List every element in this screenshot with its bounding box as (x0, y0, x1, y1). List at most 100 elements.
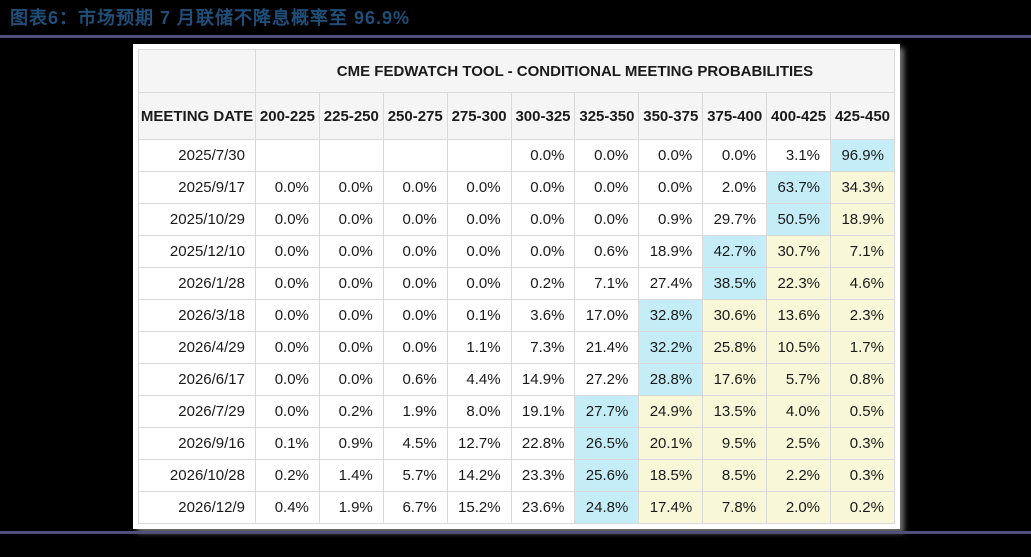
probability-cell: 0.0% (510, 235, 576, 268)
rate-range-header: 250-275 (382, 92, 448, 140)
probability-cell: 17.4% (638, 491, 704, 524)
probability-cell: 0.0% (255, 171, 320, 204)
probability-cell: 0.2% (318, 395, 384, 428)
table-row: 2026/1/28 0.0% 0.0% 0.0% 0.0% 0.2% 7.1% 27.4% 38… (138, 267, 895, 300)
probability-cell: 1.7% (830, 331, 895, 364)
table-title: CME FEDWATCH TOOL - CONDITIONAL MEETING … (255, 49, 895, 93)
rate-range-header: 325-350 (574, 92, 640, 140)
probability-cell: 0.0% (255, 267, 320, 300)
rate-range-header: 425-450 (830, 92, 895, 140)
fedwatch-table-card: CME FEDWATCH TOOL - CONDITIONAL MEETING … (133, 44, 900, 529)
probability-cell: 42.7% (702, 235, 768, 268)
probability-cell: 1.9% (382, 395, 448, 428)
probability-cell: 0.9% (638, 203, 704, 236)
probability-cell: 0.0% (255, 363, 320, 396)
rate-range-header: 400-425 (766, 92, 832, 140)
probability-cell: 14.2% (446, 459, 512, 492)
probability-cell: 5.7% (382, 459, 448, 492)
meeting-date-cell: 2025/10/29 (138, 203, 256, 236)
probability-cell: 24.9% (638, 395, 704, 428)
probability-cell: 2.0% (702, 171, 768, 204)
probability-cell: 4.6% (830, 267, 895, 300)
figure-title: 图表6：市场预期 7 月联储不降息概率至 96.9% (10, 8, 411, 28)
probability-cell: 28.8% (638, 363, 704, 396)
probability-cell: 0.0% (255, 331, 320, 364)
probability-cell: 23.6% (510, 491, 576, 524)
probability-cell: 18.9% (830, 203, 895, 236)
table-row: 2026/3/18 0.0% 0.0% 0.0% 0.1% 3.6% 17.0% 32.8% 3… (138, 299, 895, 332)
probability-cell: 0.0% (318, 203, 384, 236)
probability-cell: 0.0% (255, 395, 320, 428)
tool-title-row: CME FEDWATCH TOOL - CONDITIONAL MEETING … (138, 49, 895, 93)
probability-cell: 32.8% (638, 299, 704, 332)
meeting-date-cell: 2026/12/9 (138, 491, 256, 524)
table-row: 2026/10/28 0.2% 1.4% 5.7% 14.2% 23.3% 25.6% 18.… (138, 459, 895, 492)
table-row: 2026/9/16 0.1% 0.9% 4.5% 12.7% 22.8% 26.5% 20.1… (138, 427, 895, 460)
probability-cell: 0.0% (255, 299, 320, 332)
probability-cell: 0.0% (446, 171, 512, 204)
bottom-divider-line (0, 531, 1031, 534)
probability-cell: 27.7% (574, 395, 640, 428)
probability-cell: 0.0% (574, 139, 640, 172)
probability-cell: 29.7% (702, 203, 768, 236)
table-row: 2025/9/17 0.0% 0.0% 0.0% 0.0% 0.0% 0.0% 0.0% 2.0… (138, 171, 895, 204)
probability-cell: 0.0% (446, 235, 512, 268)
probability-cell: 0.0% (382, 171, 448, 204)
probability-cell: 25.8% (702, 331, 768, 364)
probability-cell: 34.3% (830, 171, 895, 204)
probability-cell: 0.2% (255, 459, 320, 492)
rate-range-header: 275-300 (446, 92, 512, 140)
probability-cell: 38.5% (702, 267, 768, 300)
probability-cell: 0.1% (255, 427, 320, 460)
probability-cell: 0.0% (255, 235, 320, 268)
meeting-date-cell: 2026/9/16 (138, 427, 256, 460)
rate-range-header: 350-375 (638, 92, 704, 140)
probability-cell: 0.0% (638, 171, 704, 204)
probability-cell: 0.2% (830, 491, 895, 524)
probability-cell: 0.0% (318, 171, 384, 204)
probability-cell (255, 139, 320, 172)
probability-cell: 30.6% (702, 299, 768, 332)
probability-cell: 18.9% (638, 235, 704, 268)
probability-cell: 8.0% (446, 395, 512, 428)
probability-cell: 4.5% (382, 427, 448, 460)
probability-cell: 96.9% (830, 139, 895, 172)
probability-cell: 26.5% (574, 427, 640, 460)
probability-cell: 6.7% (382, 491, 448, 524)
probability-cell: 22.3% (766, 267, 832, 300)
rate-range-header: 225-250 (318, 92, 384, 140)
probability-cell: 0.0% (510, 171, 576, 204)
probability-cell: 19.1% (510, 395, 576, 428)
probability-cell: 0.0% (318, 267, 384, 300)
probability-cell: 5.7% (766, 363, 832, 396)
probability-cell: 13.5% (702, 395, 768, 428)
probability-cell: 0.6% (382, 363, 448, 396)
probability-cell: 7.1% (574, 267, 640, 300)
probability-cell: 0.0% (382, 235, 448, 268)
meeting-date-cell: 2026/1/28 (138, 267, 256, 300)
probability-cell: 22.8% (510, 427, 576, 460)
probability-cell: 24.8% (574, 491, 640, 524)
probability-cell: 2.5% (766, 427, 832, 460)
probability-cell: 3.6% (510, 299, 576, 332)
probability-cell: 2.0% (766, 491, 832, 524)
table-row: 2025/12/10 0.0% 0.0% 0.0% 0.0% 0.0% 0.6% 18.9% 4… (138, 235, 895, 268)
probability-cell: 0.8% (830, 363, 895, 396)
probability-cell: 0.0% (446, 203, 512, 236)
table-row: 2026/12/9 0.4% 1.9% 6.7% 15.2% 23.6% 24.8% 17.4… (138, 491, 895, 524)
fedwatch-probabilities-table: CME FEDWATCH TOOL - CONDITIONAL MEETING … (138, 49, 895, 524)
probability-cell: 0.0% (382, 299, 448, 332)
probability-cell: 25.6% (574, 459, 640, 492)
rate-range-header: 200-225 (255, 92, 320, 140)
probability-cell: 0.0% (510, 203, 576, 236)
meeting-date-header: MEETING DATE (138, 92, 256, 140)
probability-cell: 0.0% (510, 139, 576, 172)
meeting-date-cell: 2025/12/10 (138, 235, 256, 268)
column-header-row: MEETING DATE 200-225 225-250 250-275 275-30… (138, 92, 895, 140)
probability-cell: 14.9% (510, 363, 576, 396)
probability-cell: 0.0% (574, 171, 640, 204)
probability-cell: 0.0% (318, 235, 384, 268)
probability-cell: 8.5% (702, 459, 768, 492)
probability-cell: 0.0% (574, 203, 640, 236)
probability-cell: 27.4% (638, 267, 704, 300)
